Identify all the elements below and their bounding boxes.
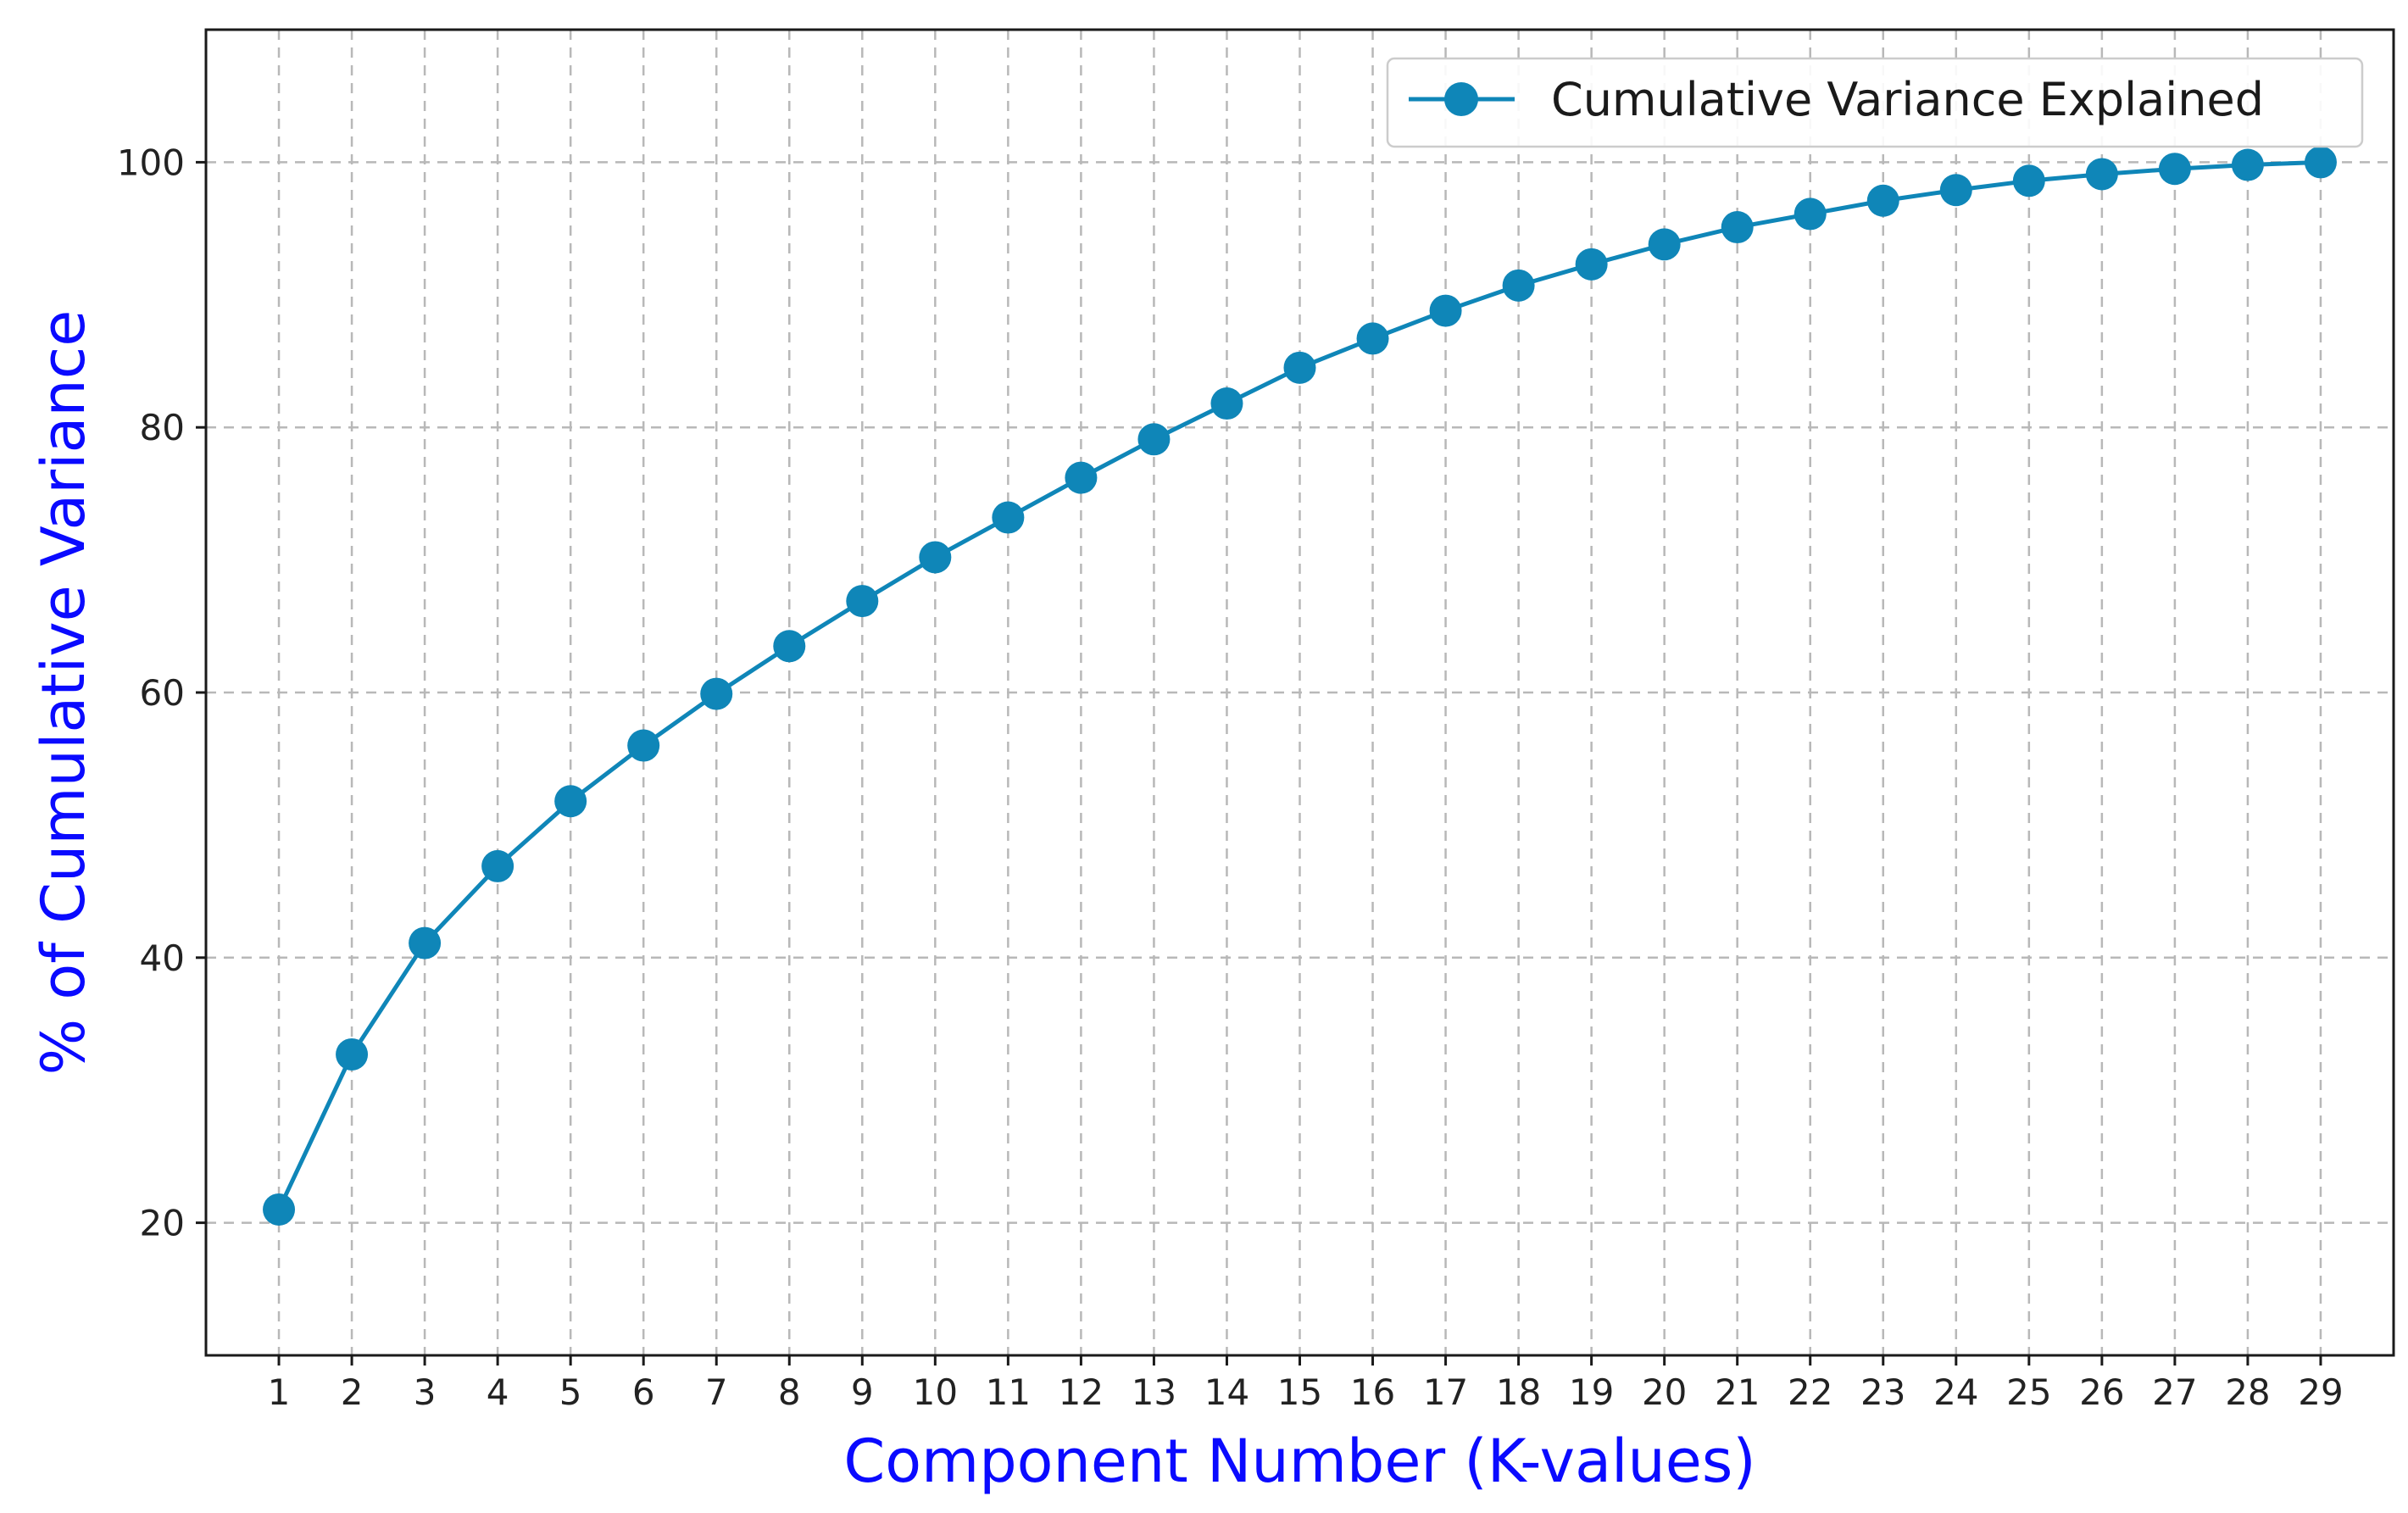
legend: Cumulative Variance Explained xyxy=(1386,57,2364,148)
x-tick-label: 28 xyxy=(2225,1371,2270,1413)
x-tick-label: 11 xyxy=(986,1371,1031,1413)
data-point xyxy=(1065,461,1098,494)
x-tick-label: 27 xyxy=(2152,1371,2197,1413)
x-tick-label: 29 xyxy=(2298,1371,2343,1413)
data-point xyxy=(1866,184,1899,217)
data-point xyxy=(627,729,660,762)
y-axis-title: % of Cumulative Variance xyxy=(29,310,98,1076)
data-point xyxy=(1356,322,1389,355)
x-tick-label: 1 xyxy=(268,1371,291,1413)
x-tick-label: 8 xyxy=(778,1371,801,1413)
data-point xyxy=(481,849,514,882)
data-point xyxy=(1793,197,1827,231)
x-tick-label: 23 xyxy=(1860,1371,1905,1413)
x-tick-label: 4 xyxy=(487,1371,509,1413)
data-point xyxy=(263,1193,296,1226)
data-point xyxy=(1575,248,1608,281)
data-point xyxy=(773,630,806,663)
y-tick-label: 40 xyxy=(140,937,185,979)
data-point xyxy=(1502,269,1535,302)
data-point xyxy=(1210,387,1243,420)
y-tick-label: 80 xyxy=(140,407,185,448)
x-tick-label: 15 xyxy=(1277,1371,1322,1413)
x-tick-label: 3 xyxy=(414,1371,437,1413)
x-tick-label: 19 xyxy=(1569,1371,1614,1413)
x-axis-ticks: 1 2 3 4 5 6 7 8 9 10 11 12 13 14 15 16 17 18 19 20 21 22 23 24 2… xyxy=(268,1355,2344,1413)
x-tick-label: 9 xyxy=(851,1371,874,1413)
data-point xyxy=(554,785,587,818)
x-tick-label: 20 xyxy=(1642,1371,1687,1413)
series-points xyxy=(263,146,2337,1226)
data-point xyxy=(2085,158,2118,191)
x-tick-label: 26 xyxy=(2079,1371,2124,1413)
data-point xyxy=(1137,423,1171,456)
data-point xyxy=(2231,148,2264,181)
y-tick-label: 20 xyxy=(140,1203,185,1244)
y-tick-label: 100 xyxy=(117,142,185,183)
x-tick-label: 18 xyxy=(1496,1371,1541,1413)
data-point xyxy=(2012,164,2045,197)
data-point xyxy=(846,585,879,618)
x-tick-label: 10 xyxy=(913,1371,958,1413)
x-tick-label: 2 xyxy=(341,1371,364,1413)
y-axis-ticks: 20 40 60 80 100 xyxy=(117,142,206,1244)
x-tick-label: 24 xyxy=(1933,1371,1978,1413)
data-point xyxy=(1939,174,1972,207)
legend-point-marker xyxy=(1444,82,1478,116)
data-point xyxy=(409,926,442,960)
data-point xyxy=(1283,351,1316,384)
x-tick-label: 13 xyxy=(1132,1371,1176,1413)
x-axis-title: Component Number (K-values) xyxy=(843,1427,1755,1496)
grid xyxy=(206,30,2394,1355)
data-point xyxy=(700,677,733,710)
data-point xyxy=(2158,153,2191,186)
data-point xyxy=(1721,211,1754,244)
data-point xyxy=(1429,294,1462,327)
x-tick-label: 21 xyxy=(1715,1371,1760,1413)
x-tick-label: 14 xyxy=(1204,1371,1249,1413)
x-tick-label: 7 xyxy=(705,1371,728,1413)
data-point xyxy=(1648,228,1681,261)
x-tick-label: 12 xyxy=(1059,1371,1104,1413)
x-tick-label: 6 xyxy=(632,1371,655,1413)
data-point xyxy=(2304,146,2337,179)
x-tick-label: 22 xyxy=(1788,1371,1832,1413)
x-tick-label: 17 xyxy=(1423,1371,1468,1413)
data-point xyxy=(919,541,952,574)
x-tick-label: 16 xyxy=(1350,1371,1395,1413)
legend-label: Cumulative Variance Explained xyxy=(1551,73,2264,126)
data-point xyxy=(992,501,1025,534)
legend-box xyxy=(1386,57,2364,148)
data-point xyxy=(336,1037,369,1071)
x-tick-label: 5 xyxy=(559,1371,582,1413)
x-tick-label: 25 xyxy=(2006,1371,2051,1413)
y-tick-label: 60 xyxy=(140,672,185,714)
